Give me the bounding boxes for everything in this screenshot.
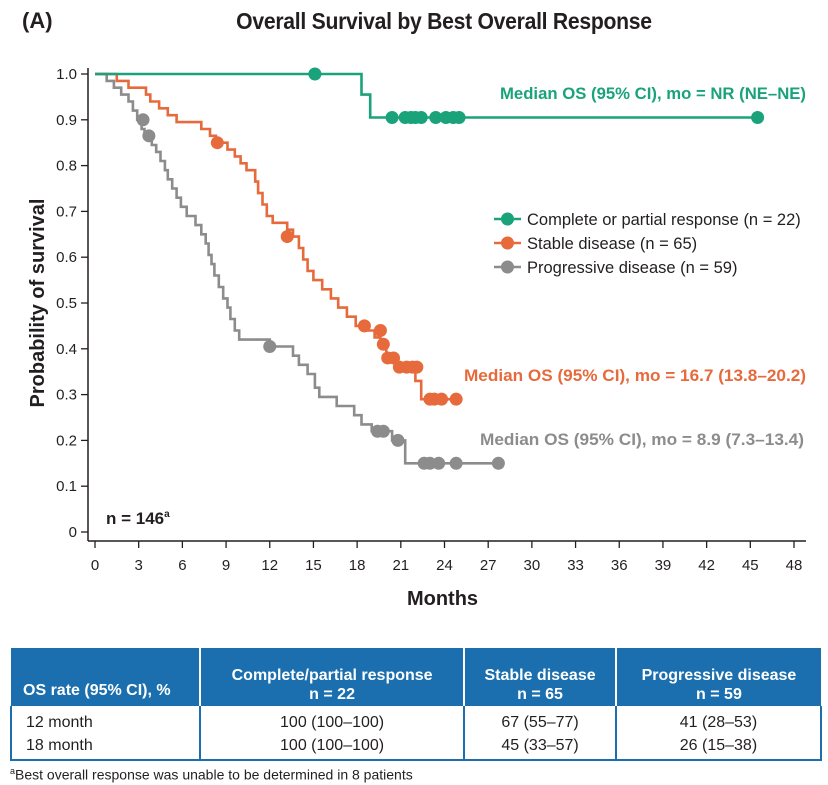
table-row-label: 12 month bbox=[10, 706, 201, 734]
y-tick-label: 1.0 bbox=[56, 66, 77, 83]
y-tick-label: 0.9 bbox=[56, 112, 77, 129]
censor-mark-2 bbox=[449, 456, 463, 470]
chart-series bbox=[95, 67, 765, 470]
table-row: 18 month 100 (100–100) 45 (33–57) 26 (15… bbox=[10, 734, 823, 761]
y-tick-label: 0.4 bbox=[56, 341, 77, 358]
x-tick-label: 42 bbox=[698, 557, 715, 574]
legend-label-0: Complete or partial response (n = 22) bbox=[527, 211, 801, 229]
table-header-row: OS rate (95% CI), % Complete/partial res… bbox=[11, 648, 821, 706]
legend-marker-0 bbox=[501, 212, 514, 226]
x-tick-label: 21 bbox=[392, 557, 409, 574]
table-header-complete-partial: Complete/partial response n = 22 bbox=[200, 648, 466, 706]
censor-mark-2 bbox=[391, 433, 405, 447]
y-tick-label: 0.1 bbox=[56, 478, 77, 495]
x-tick-label: 30 bbox=[524, 557, 541, 574]
series-line-1 bbox=[95, 72, 457, 401]
censor-mark-1 bbox=[435, 392, 449, 406]
table-cell: 41 (28–53) bbox=[615, 706, 823, 734]
censor-mark-1 bbox=[449, 392, 463, 406]
y-tick-label: 0.5 bbox=[56, 295, 77, 312]
legend-marker-2 bbox=[501, 260, 514, 274]
table-cell: 100 (100–100) bbox=[200, 706, 466, 734]
sample-size-note: n = 146a bbox=[106, 509, 170, 528]
table-header-progressive: Progressive disease n = 59 bbox=[615, 648, 821, 706]
footnote: aBest overall response was unable to be … bbox=[10, 766, 413, 783]
y-axis-title: Probability of survival bbox=[27, 199, 49, 408]
table-row: 12 month 100 (100–100) 67 (55–77) 41 (28… bbox=[10, 706, 823, 734]
x-tick-label: 45 bbox=[742, 557, 759, 574]
table-cell: 26 (15–38) bbox=[615, 734, 823, 761]
x-tick-label: 36 bbox=[611, 557, 628, 574]
x-tick-label: 9 bbox=[222, 557, 230, 574]
median-os-annotation-1: Median OS (95% CI), mo = 16.7 (13.8–20.2… bbox=[464, 366, 806, 385]
table-cell: 67 (55–77) bbox=[464, 706, 617, 734]
x-tick-label: 15 bbox=[305, 557, 322, 574]
x-tick-label: 12 bbox=[261, 557, 278, 574]
x-tick-label: 6 bbox=[178, 557, 186, 574]
table-cell: 45 (33–57) bbox=[464, 734, 617, 761]
x-tick-label: 18 bbox=[349, 557, 366, 574]
censor-mark-2 bbox=[263, 340, 277, 354]
median-os-annotation-0: Median OS (95% CI), mo = NR (NE–NE) bbox=[500, 84, 806, 103]
y-tick-label: 0.8 bbox=[56, 158, 77, 175]
table-cell: 100 (100–100) bbox=[200, 734, 466, 761]
os-rate-table: OS rate (95% CI), % Complete/partial res… bbox=[10, 648, 823, 761]
chart-legend: Complete or partial response (n = 22) Sta… bbox=[494, 211, 801, 277]
x-tick-label: 48 bbox=[786, 557, 803, 574]
x-tick-label: 3 bbox=[135, 557, 143, 574]
chart-title: Overall Survival by Best Overall Respons… bbox=[236, 8, 652, 34]
x-tick-label: 27 bbox=[480, 557, 497, 574]
x-axis-title: Months bbox=[407, 588, 478, 610]
x-tick-label: 39 bbox=[655, 557, 672, 574]
censor-mark-2 bbox=[376, 424, 390, 438]
y-tick-label: 0.6 bbox=[56, 249, 77, 266]
censor-mark-2 bbox=[491, 456, 505, 470]
y-tick-label: 0 bbox=[69, 524, 77, 541]
table-row-label: 18 month bbox=[10, 734, 201, 761]
legend-marker-1 bbox=[501, 236, 514, 250]
censor-mark-1 bbox=[280, 230, 294, 244]
footnote-text: Best overall response was unable to be d… bbox=[15, 766, 413, 783]
censor-mark-0 bbox=[429, 111, 443, 125]
legend-label-2: Progressive disease (n = 59) bbox=[527, 259, 737, 277]
y-tick-label: 0.7 bbox=[56, 203, 77, 220]
censor-mark-0 bbox=[751, 111, 765, 125]
y-tick-label: 0.3 bbox=[56, 387, 77, 404]
median-os-annotation-2: Median OS (95% CI), mo = 8.9 (7.3–13.4) bbox=[480, 430, 804, 449]
censor-mark-0 bbox=[414, 111, 428, 125]
x-tick-label: 0 bbox=[91, 557, 99, 574]
chart-axes: 0 3 6 9 12 15 18 21 24 27 30 33 36 39 42 45 4800.10.20.3… bbox=[27, 66, 806, 610]
censor-mark-0 bbox=[452, 111, 466, 125]
censor-mark-2 bbox=[142, 129, 156, 143]
censor-mark-0 bbox=[385, 111, 399, 125]
censor-mark-1 bbox=[376, 337, 390, 351]
x-tick-label: 33 bbox=[567, 557, 584, 574]
censor-mark-1 bbox=[373, 323, 387, 337]
x-tick-label: 24 bbox=[436, 557, 453, 574]
legend-label-1: Stable disease (n = 65) bbox=[527, 235, 697, 253]
censor-mark-1 bbox=[210, 136, 224, 150]
y-tick-label: 0.2 bbox=[56, 432, 77, 449]
table-header-os-rate: OS rate (95% CI), % bbox=[11, 648, 201, 706]
km-chart: 0 3 6 9 12 15 18 21 24 27 30 33 36 39 42 45 4800.10.20.3… bbox=[27, 66, 806, 610]
censor-mark-1 bbox=[357, 319, 371, 333]
footnote-marker: a bbox=[10, 766, 16, 776]
table-header-stable: Stable disease n = 65 bbox=[464, 648, 617, 706]
chart-annotations: Median OS (95% CI), mo = NR (NE–NE) Media… bbox=[464, 84, 806, 449]
censor-mark-2 bbox=[136, 113, 150, 127]
censor-mark-0 bbox=[308, 67, 322, 81]
censor-mark-1 bbox=[410, 360, 424, 374]
series-line-2 bbox=[95, 72, 499, 465]
sample-size-note-sup: a bbox=[164, 509, 170, 520]
censor-mark-2 bbox=[432, 456, 446, 470]
panel-label: (A) bbox=[22, 8, 53, 33]
